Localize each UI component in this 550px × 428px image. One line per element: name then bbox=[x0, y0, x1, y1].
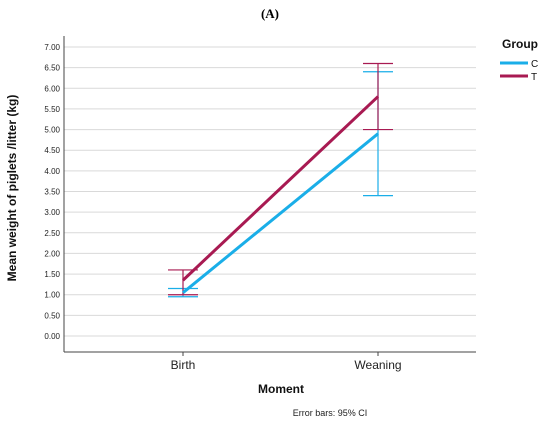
y-tick-label: 4.50 bbox=[44, 146, 60, 155]
series-group bbox=[168, 62, 393, 298]
y-axis-label: Mean weight of piglets /litter (kg) bbox=[5, 95, 19, 282]
y-tick-label: 0.00 bbox=[44, 332, 60, 341]
legend-title: Group bbox=[502, 37, 538, 51]
x-tick-label: Birth bbox=[171, 358, 196, 372]
y-tick-label: 6.50 bbox=[44, 64, 60, 73]
legend-items: CT bbox=[500, 59, 538, 83]
y-tick-label: 1.50 bbox=[44, 270, 60, 279]
y-tick-label: 3.50 bbox=[44, 188, 60, 197]
y-tick-label: 3.00 bbox=[44, 208, 60, 217]
y-tick-label: 7.00 bbox=[44, 43, 60, 52]
chart-title: (A) bbox=[261, 6, 279, 21]
series-line-c bbox=[182, 132, 379, 294]
legend: Group CT bbox=[500, 37, 538, 83]
error-bars-note: Error bars: 95% CI bbox=[293, 408, 368, 418]
x-tick-labels: Birth Weaning bbox=[171, 352, 402, 372]
y-tick-label: 2.00 bbox=[44, 249, 60, 258]
legend-label-t: T bbox=[531, 72, 537, 83]
y-tick-label: 4.00 bbox=[44, 167, 60, 176]
y-tick-label: 6.00 bbox=[44, 84, 60, 93]
x-axis-label: Moment bbox=[258, 382, 304, 396]
y-tick-label: 1.00 bbox=[44, 291, 60, 300]
y-tick-labels: 0.00 0.50 1.00 1.50 2.00 2.50 3.00 3.50 4.00 4.50… bbox=[44, 43, 60, 341]
y-tick-label: 5.00 bbox=[44, 126, 60, 135]
y-tick-label: 5.50 bbox=[44, 105, 60, 114]
series-line-t bbox=[181, 95, 380, 282]
y-tick-label: 0.50 bbox=[44, 311, 60, 320]
y-tick-label: 2.50 bbox=[44, 229, 60, 238]
gridlines bbox=[64, 46, 476, 337]
legend-label-c: C bbox=[531, 59, 538, 70]
x-tick-label: Weaning bbox=[354, 358, 401, 372]
